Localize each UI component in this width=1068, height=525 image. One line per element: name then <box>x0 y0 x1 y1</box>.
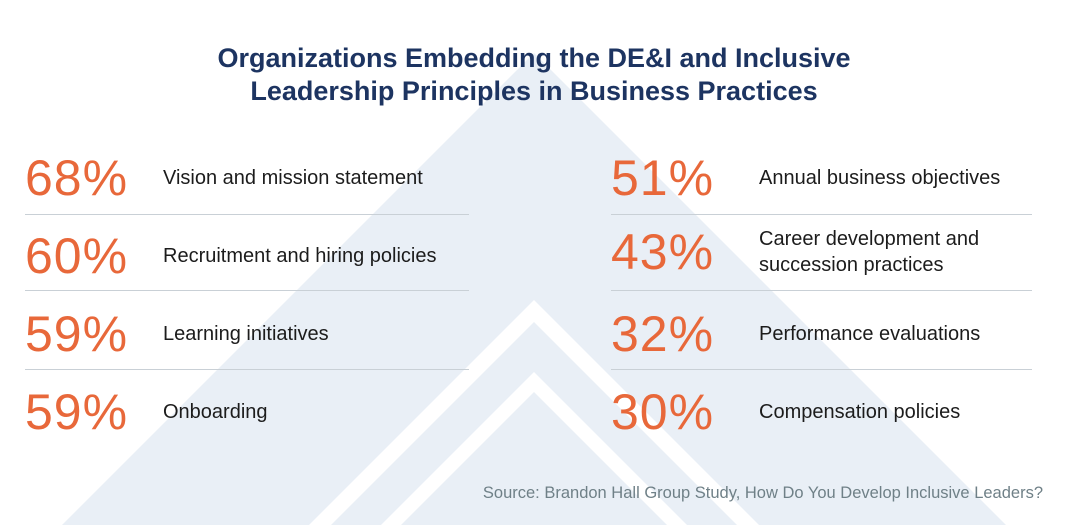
stat-label: Onboarding <box>163 401 268 423</box>
stat-label: Vision and mission statement <box>163 167 423 189</box>
stat-value: 68% <box>25 150 129 206</box>
stat-value: 43% <box>611 224 715 280</box>
divider <box>611 290 1032 291</box>
stat-value: 32% <box>611 306 715 362</box>
stat-value: 30% <box>611 384 715 440</box>
stat-row: 59% Learning initiatives <box>25 304 475 364</box>
chevron-inner <box>401 392 667 525</box>
stat-value: 60% <box>25 228 129 284</box>
divider <box>25 369 469 370</box>
stat-row: 30% Compensation policies <box>611 382 1041 442</box>
divider <box>25 290 469 291</box>
chart-title: Organizations Embedding the DE&I and Inc… <box>0 42 1068 108</box>
source-note: Source: Brandon Hall Group Study, How Do… <box>482 484 1043 502</box>
stat-row: 60% Recruitment and hiring policies <box>25 226 475 286</box>
chevron-outer <box>62 53 1006 525</box>
stat-row: 32% Performance evaluations <box>611 304 1041 364</box>
stat-label: Annual business objectives <box>759 167 1001 189</box>
stat-label: Compensation policies <box>759 401 961 423</box>
stat-value: 59% <box>25 306 129 362</box>
stat-row: 59% Onboarding <box>25 382 475 442</box>
stat-label: Career development and succession practi… <box>759 228 980 276</box>
divider <box>25 214 469 215</box>
stat-label: Performance evaluations <box>759 323 981 345</box>
stat-row: 68% Vision and mission statement <box>25 148 475 208</box>
divider <box>611 214 1032 215</box>
stat-row: 51% Annual business objectives <box>611 148 1041 208</box>
divider <box>611 369 1032 370</box>
stat-value: 59% <box>25 384 129 440</box>
stat-row: 43% Career development and succession pr… <box>611 222 1041 282</box>
stat-value: 51% <box>611 150 715 206</box>
title-line-1: Organizations Embedding the DE&I and Inc… <box>217 43 851 73</box>
stat-label: Learning initiatives <box>163 323 329 345</box>
title-line-2: Leadership Principles in Business Practi… <box>250 76 818 106</box>
stat-label: Recruitment and hiring policies <box>163 245 437 267</box>
